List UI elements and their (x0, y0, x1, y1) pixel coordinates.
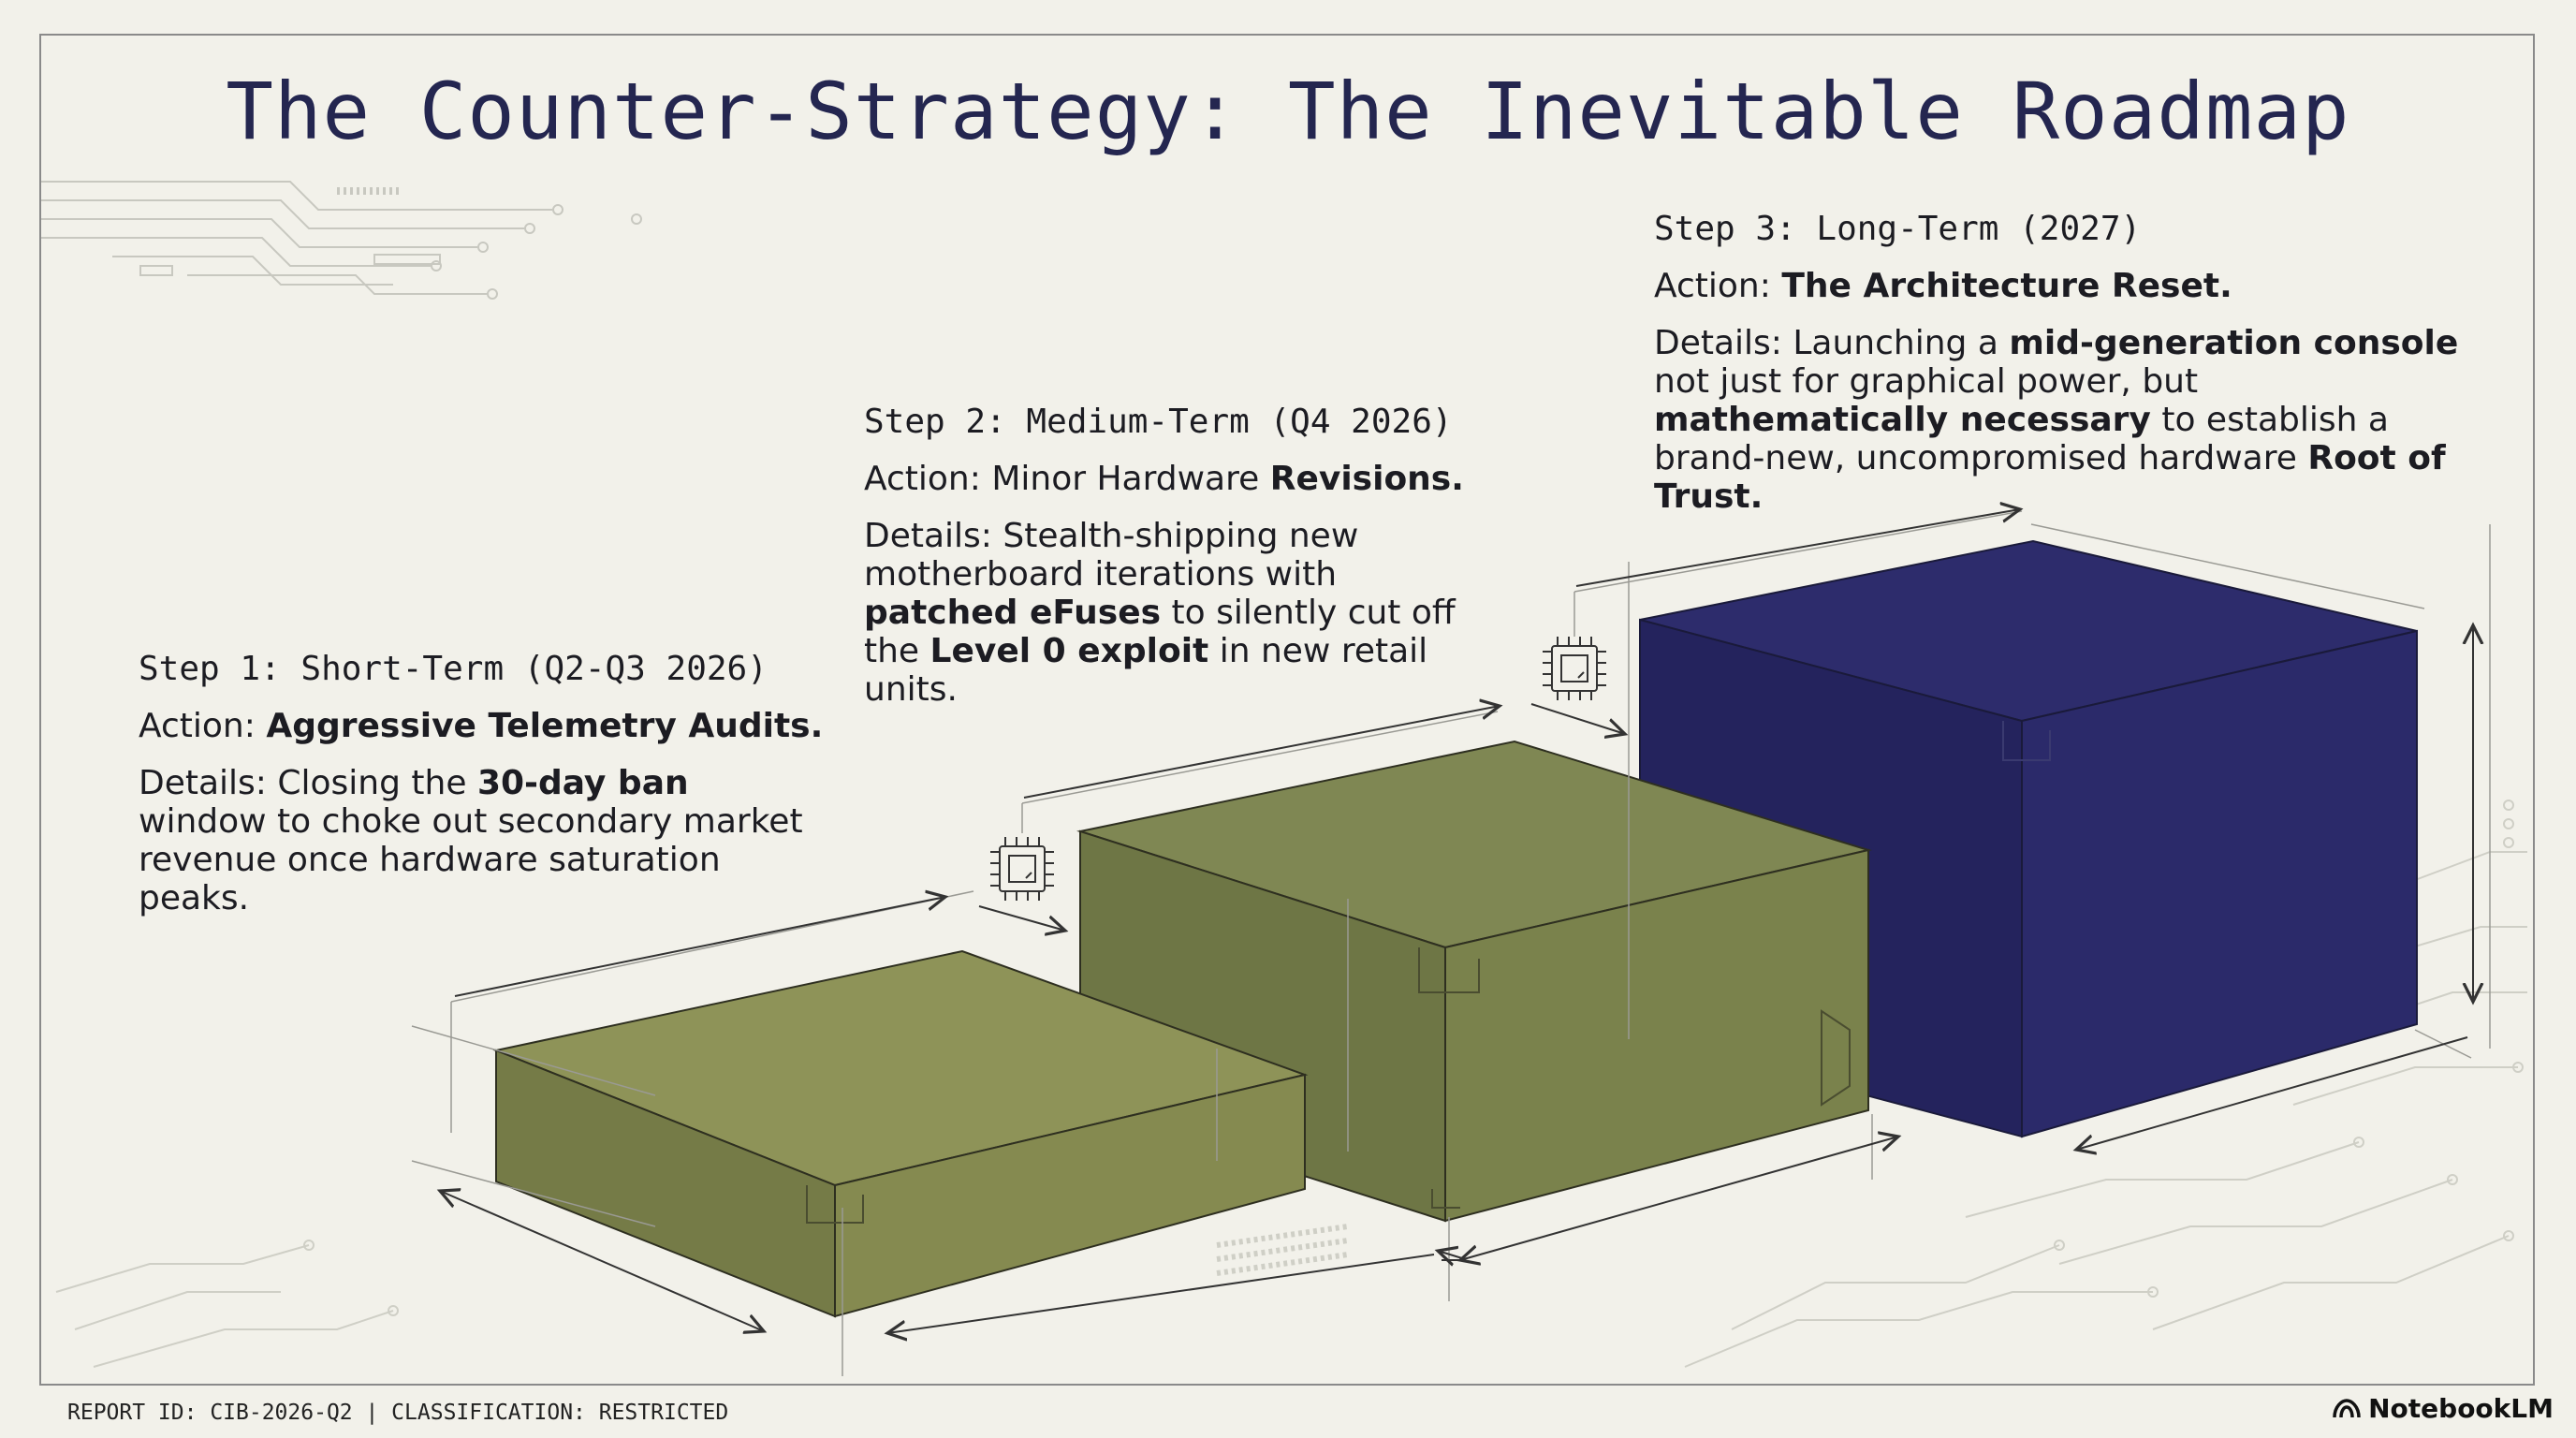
step-3-action-prefix: Action: (1654, 267, 1782, 305)
brand-footer: NotebookLM (2333, 1393, 2554, 1424)
step-3-details-part: to establish a brand-new, uncompromised … (1654, 401, 2389, 477)
block-2-side (1444, 848, 1869, 1223)
step-2-details-bold: Level 0 exploit (929, 632, 1209, 670)
page-title: The Counter-Strategy: The Inevitable Roa… (226, 66, 2350, 157)
step-3-action: Action: The Architecture Reset. (1654, 267, 2478, 305)
step-3-details-bold: mid-generation console (2009, 324, 2459, 362)
step-3-details-part: Details: Launching a (1654, 324, 2010, 362)
brand-name: NotebookLM (2368, 1393, 2554, 1424)
step-2-details-part: in new retail units. (864, 632, 1428, 709)
block-3-side (2021, 629, 2418, 1138)
chip-icon (990, 837, 1054, 901)
step-2-details-bold: patched eFuses (864, 594, 1162, 632)
step-1-details-part: Details: Closing the (139, 764, 477, 802)
slide-frame (39, 34, 2535, 1386)
dimension-arrows (440, 509, 2473, 1333)
step-3-heading: Step 3: Long-Term (2027) (1654, 210, 2142, 248)
block-1-side (834, 1073, 1306, 1318)
step-2-details-part: to silently cut off the (864, 594, 1456, 670)
circuit-traces-bottom (55, 800, 2527, 1368)
report-footer: REPORT ID: CIB-2026-Q2 | CLASSIFICATION:… (67, 1401, 729, 1425)
step-1-text: Step 1: Short-Term (Q2-Q3 2026) Action: … (139, 650, 823, 917)
step-3-details-bold: mathematically necessary (1654, 401, 2151, 439)
step-2-text: Step 2: Medium-Term (Q4 2026) Action: Mi… (864, 403, 1482, 709)
step-1-heading: Step 1: Short-Term (Q2-Q3 2026) (139, 650, 768, 688)
block-step-1 (492, 949, 1309, 1318)
step-3-details-bold: Root of Trust. (1654, 439, 2446, 516)
step-3-action-bold: The Architecture Reset. (1781, 267, 2232, 305)
step-1-action-bold: Aggressive Telemetry Audits. (266, 707, 824, 745)
step-1-details-part: window to choke out secondary market rev… (139, 802, 803, 917)
step-1-details-bold: 30-day ban (476, 764, 689, 802)
step-3-details: Details: Launching a mid-generation cons… (1654, 324, 2478, 516)
step-2-action-prefix: Action: Minor Hardware (864, 460, 1270, 498)
step-2-action-bold: Revisions. (1269, 460, 1464, 498)
step-3-text: Step 3: Long-Term (2027) Action: The Arc… (1654, 210, 2478, 516)
step-1-action: Action: Aggressive Telemetry Audits. (139, 707, 823, 745)
circuit-traces-top (41, 181, 642, 300)
notebooklm-logo-icon (2333, 1398, 2361, 1417)
chip-icon (1543, 637, 1606, 700)
step-2-details: Details: Stealth-shipping new motherboar… (864, 517, 1482, 709)
step-3-details-part: not just for graphical power, but (1654, 362, 2199, 401)
step-2-details-part: Details: Stealth-shipping new motherboar… (864, 517, 1359, 594)
step-1-action-prefix: Action: (139, 707, 267, 745)
step-2-heading: Step 2: Medium-Term (Q4 2026) (864, 403, 1453, 441)
step-2-action: Action: Minor Hardware Revisions. (864, 460, 1482, 498)
step-1-details: Details: Closing the 30-day ban window t… (139, 764, 812, 917)
